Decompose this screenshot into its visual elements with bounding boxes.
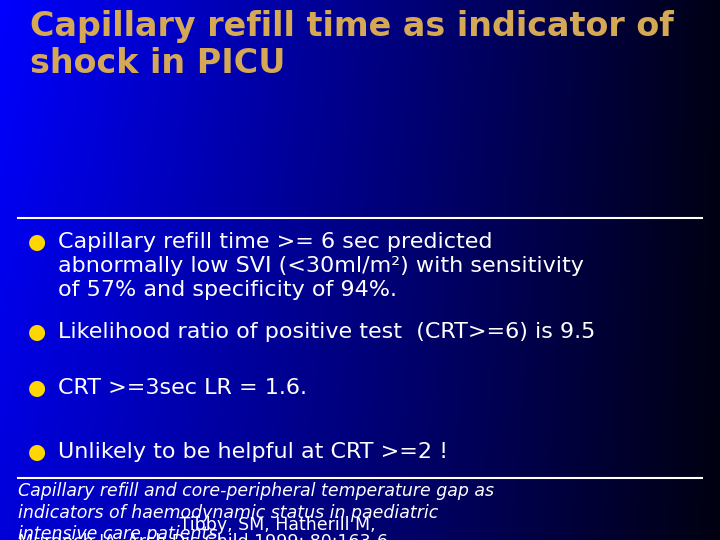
Text: Capillary refill and core-peripheral temperature gap as
indicators of haemodynam: Capillary refill and core-peripheral tem… — [18, 482, 494, 540]
Text: ●: ● — [28, 378, 46, 398]
Text: ●: ● — [28, 322, 46, 342]
Text: Capillary refill time >= 6 sec predicted
abnormally low SVI (<30ml/m²) with sens: Capillary refill time >= 6 sec predicted… — [58, 232, 584, 300]
Text: Capillary refill time as indicator of
shock in PICU: Capillary refill time as indicator of sh… — [30, 10, 674, 80]
Text: ●: ● — [28, 442, 46, 462]
Text: Tibby, SM, Hatherill M,: Tibby, SM, Hatherill M, — [174, 516, 376, 534]
Text: ●: ● — [28, 232, 46, 252]
Text: Murdoch IA. Arch Dis Child 1999; 80:163-6: Murdoch IA. Arch Dis Child 1999; 80:163-… — [18, 532, 388, 540]
Text: Unlikely to be helpful at CRT >=2 !: Unlikely to be helpful at CRT >=2 ! — [58, 442, 448, 462]
Text: Likelihood ratio of positive test  (CRT>=6) is 9.5: Likelihood ratio of positive test (CRT>=… — [58, 322, 595, 342]
Text: CRT >=3sec LR = 1.6.: CRT >=3sec LR = 1.6. — [58, 378, 307, 398]
